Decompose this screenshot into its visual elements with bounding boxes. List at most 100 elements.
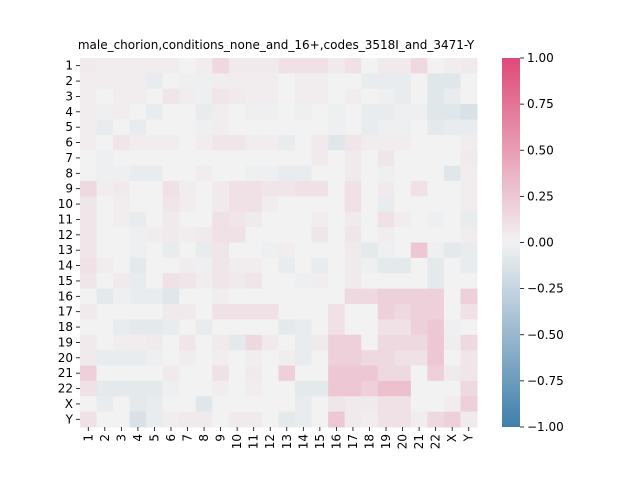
heatmap-cell — [344, 104, 362, 121]
heatmap-cell — [328, 73, 346, 90]
heatmap-cell — [113, 380, 131, 397]
heatmap-cell — [361, 58, 379, 74]
heatmap-cell — [443, 380, 461, 397]
chart-title: male_chorion,conditions_none_and_16+,cod… — [78, 38, 475, 52]
x-tick-label: 16 — [329, 434, 343, 449]
heatmap-cell — [96, 211, 114, 228]
heatmap-cell — [80, 88, 98, 105]
heatmap-cell — [195, 119, 213, 136]
heatmap-cell — [394, 134, 412, 151]
heatmap-cell — [278, 319, 296, 336]
heatmap-cell — [344, 211, 362, 228]
heatmap-cell — [295, 58, 313, 74]
heatmap-cell — [212, 150, 230, 167]
x-tick-label: 15 — [313, 434, 327, 449]
heatmap-cell — [146, 396, 164, 413]
heatmap-cell — [295, 257, 313, 274]
heatmap-cell — [129, 181, 147, 197]
heatmap-cell — [328, 273, 346, 290]
heatmap-cell — [80, 165, 98, 182]
heatmap-cell — [261, 181, 279, 197]
heatmap-cell — [212, 380, 230, 397]
heatmap-cell — [328, 365, 346, 382]
heatmap-cell — [278, 88, 296, 105]
heatmap-cell — [146, 181, 164, 197]
heatmap-cell — [328, 88, 346, 105]
x-tick-label: 8 — [197, 434, 211, 442]
heatmap-cell — [394, 411, 412, 428]
heatmap-cell — [179, 165, 197, 182]
heatmap-cell — [179, 273, 197, 290]
heatmap-cell — [129, 396, 147, 413]
heatmap-cell — [377, 88, 395, 105]
heatmap-cell — [394, 73, 412, 90]
heatmap-cell — [80, 181, 98, 197]
y-tick-label: 7 — [65, 151, 73, 165]
heatmap-cell — [410, 211, 428, 228]
heatmap-cell — [195, 350, 213, 367]
heatmap-cell — [245, 227, 263, 244]
heatmap-cell — [361, 365, 379, 382]
x-tick-label: 7 — [181, 434, 195, 442]
heatmap-cell — [328, 181, 346, 197]
heatmap-cell — [427, 350, 445, 367]
heatmap-cell — [361, 380, 379, 397]
heatmap-cell — [328, 242, 346, 259]
y-tick-label: Y — [65, 412, 74, 426]
heatmap-cell — [328, 288, 346, 305]
heatmap-cell — [162, 196, 180, 213]
heatmap-cell — [460, 211, 478, 228]
heatmap-cell — [427, 73, 445, 90]
heatmap-cell — [295, 334, 313, 351]
heatmap-cell — [311, 73, 329, 90]
heatmap-cell — [195, 334, 213, 351]
heatmap-cell — [162, 58, 180, 74]
heatmap-cell — [344, 242, 362, 259]
heatmap-cell — [245, 288, 263, 305]
x-axis: 1 2 3 4 5 6 7 8 9 10 11 12 13 14 15 16 17 18 19 20 21 22 X Y — [81, 427, 476, 449]
heatmap-cell — [113, 196, 131, 213]
heatmap-cell — [460, 411, 478, 428]
heatmap-cell — [245, 58, 263, 74]
heatmap-cell — [328, 380, 346, 397]
heatmap-cell — [328, 319, 346, 336]
heatmap-cell — [212, 365, 230, 382]
heatmap-cell — [443, 350, 461, 367]
heatmap-cell — [328, 304, 346, 320]
heatmap-cell — [80, 319, 98, 336]
heatmap-cell — [410, 365, 428, 382]
heatmap-cell — [410, 104, 428, 121]
heatmap-cell — [113, 257, 131, 274]
heatmap-cell — [146, 288, 164, 305]
heatmap-cell — [460, 242, 478, 259]
heatmap-cell — [195, 242, 213, 259]
heatmap-cell — [427, 150, 445, 167]
y-tick-label: 8 — [65, 166, 73, 180]
x-tick-label: 20 — [396, 434, 410, 449]
heatmap-cell — [162, 273, 180, 290]
heatmap-cell — [113, 304, 131, 320]
heatmap-cell — [443, 181, 461, 197]
heatmap-cell — [113, 150, 131, 167]
heatmap-cell — [212, 396, 230, 413]
heatmap-cell — [311, 119, 329, 136]
heatmap-cell — [129, 288, 147, 305]
heatmap-cell — [427, 104, 445, 121]
heatmap-cell — [179, 257, 197, 274]
heatmap-cell — [113, 88, 131, 105]
heatmap-cell — [427, 165, 445, 182]
heatmap-cell — [129, 104, 147, 121]
heatmap-cell — [443, 150, 461, 167]
y-tick-label: 9 — [65, 182, 73, 196]
heatmap-cell — [179, 150, 197, 167]
x-tick-label: 21 — [412, 434, 426, 449]
heatmap-cell — [195, 365, 213, 382]
heatmap-cell — [344, 257, 362, 274]
heatmap-cell — [80, 365, 98, 382]
heatmap-cell — [245, 119, 263, 136]
heatmap-cell — [361, 304, 379, 320]
heatmap-cell — [328, 257, 346, 274]
heatmap-cell — [394, 304, 412, 320]
heatmap-cell — [278, 196, 296, 213]
heatmap-cell — [460, 350, 478, 367]
